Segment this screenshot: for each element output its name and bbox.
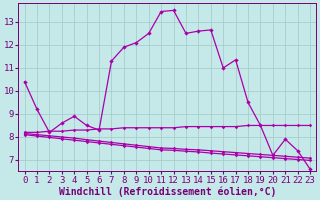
X-axis label: Windchill (Refroidissement éolien,°C): Windchill (Refroidissement éolien,°C)	[59, 186, 276, 197]
